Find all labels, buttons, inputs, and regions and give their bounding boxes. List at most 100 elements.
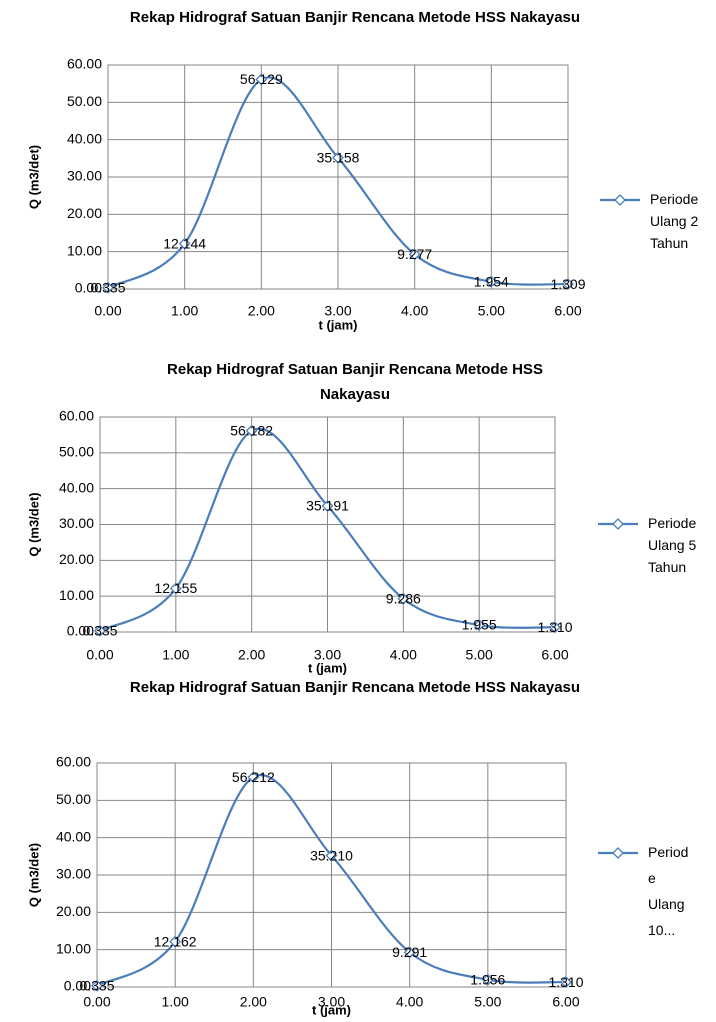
x-tick-label: 0.00 — [83, 994, 110, 1010]
y-tick-label: 30.00 — [67, 168, 102, 184]
x-tick-label: 3.00 — [324, 303, 351, 319]
plot-border — [96, 762, 567, 988]
data-label: 1.310 — [548, 974, 583, 990]
x-axis-label: t (jam) — [319, 317, 358, 332]
x-tick-label: 6.00 — [554, 303, 581, 319]
data-label: 56.182 — [230, 422, 273, 438]
y-tick-label: 40.00 — [67, 130, 102, 146]
x-tick-label: 6.00 — [541, 647, 568, 663]
marker — [178, 237, 191, 250]
legend-label: Periode Ulang 5 Tahun — [648, 515, 696, 575]
y-tick-label: 40.00 — [56, 828, 91, 844]
y-tick-label: 60.00 — [56, 754, 91, 770]
x-tick-label: 2.00 — [240, 994, 267, 1010]
chart-title: Rekap Hidrograf Satuan Banjir Rencana Me… — [167, 361, 543, 403]
data-label: 1.310 — [537, 619, 572, 635]
y-tick-label: 0.00 — [75, 280, 102, 296]
x-tick-label: 5.00 — [466, 647, 493, 663]
y-axis-label: Q (m3/det) — [26, 145, 41, 209]
y-tick-label: 0.00 — [64, 978, 91, 994]
marker — [245, 424, 258, 437]
plot-border — [107, 64, 569, 290]
y-tick-label: 30.00 — [56, 866, 91, 882]
x-axis-label: t (jam) — [308, 660, 347, 675]
chart: Rekap Hidrograf Satuan Banjir Rencana Me… — [26, 361, 696, 675]
data-label: 1.956 — [470, 971, 505, 987]
y-tick-label: 10.00 — [59, 587, 94, 603]
data-label: 56.212 — [232, 769, 275, 785]
marker — [408, 248, 421, 261]
x-tick-label: 0.00 — [94, 303, 121, 319]
y-tick-label: 60.00 — [59, 408, 94, 424]
x-tick-label: 6.00 — [552, 994, 579, 1010]
legend-label: Period e Ulang 10... — [648, 844, 688, 938]
data-label: 0.335 — [79, 977, 114, 993]
chart-title: Rekap Hidrograf Satuan Banjir Rencana Me… — [130, 679, 580, 696]
marker — [562, 278, 574, 291]
x-tick-label: 1.00 — [171, 303, 198, 319]
marker — [255, 73, 268, 86]
data-label: 35.158 — [317, 149, 360, 165]
legend-marker — [614, 194, 626, 206]
marker — [94, 624, 106, 637]
data-label: 9.277 — [397, 246, 432, 262]
y-tick-label: 50.00 — [59, 444, 94, 460]
x-tick-label: 4.00 — [396, 994, 423, 1010]
y-axis-label: Q (m3/det) — [26, 843, 41, 907]
x-tick-label: 1.00 — [162, 647, 189, 663]
legend-label: Periode Ulang 2 Tahun — [650, 191, 698, 251]
data-label: 0.335 — [90, 279, 125, 295]
data-label: 9.291 — [392, 944, 427, 960]
data-label: 0.335 — [82, 623, 117, 639]
marker — [247, 771, 260, 784]
marker — [560, 976, 572, 989]
data-label: 12.155 — [154, 580, 197, 596]
y-axis-label: Q (m3/det) — [26, 492, 41, 556]
y-tick-label: 50.00 — [56, 791, 91, 807]
x-tick-label: 4.00 — [401, 303, 428, 319]
x-tick-label: 5.00 — [478, 303, 505, 319]
x-tick-label: 4.00 — [390, 647, 417, 663]
x-tick-label: 1.00 — [162, 994, 189, 1010]
marker — [169, 935, 182, 948]
x-tick-label: 3.00 — [318, 994, 345, 1010]
data-label: 1.309 — [550, 276, 585, 292]
marker — [397, 592, 410, 605]
marker — [102, 281, 114, 294]
data-label: 35.210 — [310, 847, 353, 863]
y-tick-label: 10.00 — [56, 940, 91, 956]
x-tick-label: 2.00 — [238, 647, 265, 663]
y-tick-label: 0.00 — [67, 623, 94, 639]
marker — [473, 619, 486, 631]
marker — [485, 275, 498, 288]
plot-border — [99, 416, 556, 633]
x-tick-label: 2.00 — [248, 303, 275, 319]
chart: Rekap Hidrograf Satuan Banjir Rencana Me… — [26, 679, 688, 1017]
y-tick-label: 50.00 — [67, 93, 102, 109]
chart: Rekap Hidrograf Satuan Banjir Rencana Me… — [26, 9, 698, 332]
y-tick-label: 40.00 — [59, 479, 94, 495]
marker — [325, 849, 338, 862]
data-label: 1.955 — [462, 617, 497, 633]
y-tick-label: 60.00 — [67, 56, 102, 72]
marker — [549, 621, 561, 634]
x-tick-label: 3.00 — [314, 647, 341, 663]
marker — [481, 973, 494, 986]
chart-title: Rekap Hidrograf Satuan Banjir Rencana Me… — [130, 9, 580, 26]
y-tick-label: 10.00 — [67, 242, 102, 258]
y-tick-label: 20.00 — [67, 205, 102, 221]
data-label: 12.144 — [163, 235, 206, 251]
y-tick-label: 20.00 — [56, 903, 91, 919]
marker — [321, 499, 334, 512]
y-tick-label: 20.00 — [59, 551, 94, 567]
x-axis-label: t (jam) — [312, 1002, 351, 1017]
data-label: 1.954 — [474, 273, 509, 289]
legend-marker — [612, 518, 624, 530]
marker — [91, 979, 103, 992]
x-tick-label: 0.00 — [86, 647, 113, 663]
marker — [403, 946, 416, 959]
x-tick-label: 5.00 — [474, 994, 501, 1010]
data-label: 12.162 — [154, 933, 197, 949]
data-label: 56.129 — [240, 71, 283, 87]
